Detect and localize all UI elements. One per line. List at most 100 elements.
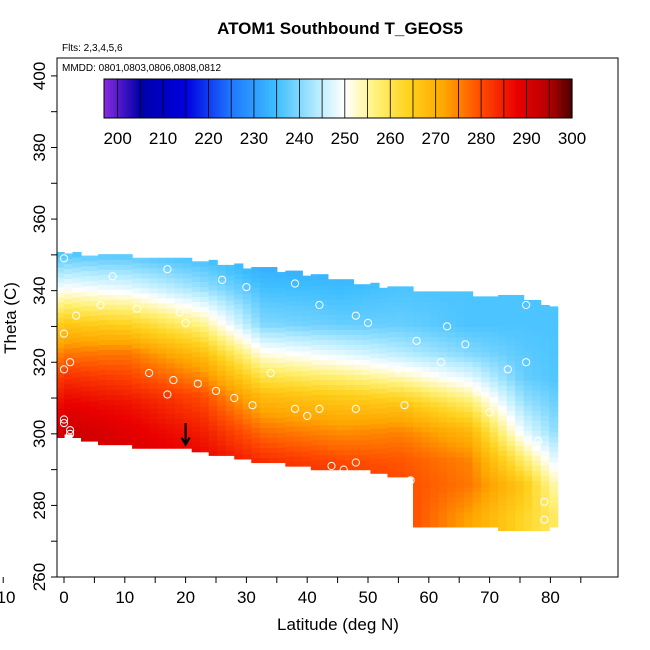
heatmap-cell <box>344 329 355 335</box>
heatmap-cell <box>549 391 559 398</box>
heatmap-cell <box>140 257 150 264</box>
colorbar-cell <box>188 79 191 118</box>
heatmap-cell <box>217 425 227 431</box>
heatmap-cell <box>395 436 406 443</box>
heatmap-cell <box>149 327 159 334</box>
heatmap-cell <box>455 496 465 503</box>
heatmap-cell <box>344 409 355 416</box>
heatmap-cell <box>64 368 74 375</box>
heatmap-cell <box>361 379 372 386</box>
heatmap-cell <box>98 344 108 350</box>
heatmap-cell <box>421 521 431 528</box>
heatmap-cell <box>191 296 201 302</box>
heatmap-cell <box>532 425 542 431</box>
heatmap-cell <box>412 501 423 508</box>
heatmap-cell <box>472 416 482 423</box>
heatmap-cell <box>549 401 559 408</box>
heatmap-cell <box>149 413 159 419</box>
heatmap-cell <box>115 344 125 350</box>
heatmap-cell <box>336 284 346 290</box>
heatmap-cell <box>225 269 235 276</box>
heatmap-cell <box>242 428 252 435</box>
heatmap-cell <box>200 401 210 408</box>
heatmap-cell <box>64 318 74 325</box>
colorbar-cell <box>378 79 382 118</box>
heatmap-cell <box>200 391 210 398</box>
heatmap-cell <box>515 325 525 331</box>
heatmap-cell <box>353 379 363 386</box>
heatmap-cell <box>489 486 499 493</box>
heatmap-cell <box>489 441 499 448</box>
heatmap-cell <box>361 409 372 416</box>
heatmap-cell <box>293 440 303 447</box>
heatmap-cell <box>472 451 482 458</box>
heatmap-cell <box>395 456 406 463</box>
heatmap-cell <box>276 412 286 418</box>
heatmap-cell <box>293 285 303 292</box>
observation-point <box>163 390 172 399</box>
heatmap-cell <box>13 381 22 387</box>
heatmap-cell <box>430 441 440 448</box>
heatmap-cell <box>395 406 406 413</box>
y-tick-label: 280 <box>30 491 49 519</box>
colorbar-cell <box>476 79 480 118</box>
heatmap-cell <box>251 312 261 318</box>
heatmap-cell <box>30 261 39 267</box>
heatmap-cell <box>166 403 176 409</box>
heatmap-cell <box>412 521 423 528</box>
heatmap-cell <box>310 329 320 335</box>
heatmap-cell <box>200 276 210 282</box>
heatmap-cell <box>310 294 320 300</box>
heatmap-cell <box>0 379 5 385</box>
heatmap-cell <box>523 360 533 366</box>
heatmap-cell <box>242 283 252 290</box>
heatmap-cell <box>498 405 508 411</box>
heatmap-cell <box>13 431 22 437</box>
colorbar-cell <box>387 79 391 118</box>
heatmap-cell <box>395 316 406 323</box>
heatmap-cell <box>489 376 499 383</box>
heatmap-cell <box>98 389 108 396</box>
heatmap-cell <box>404 346 414 353</box>
heatmap-cell <box>81 315 91 322</box>
heatmap-cell <box>183 292 193 299</box>
heatmap-cell <box>310 464 320 471</box>
heatmap-cell <box>234 428 244 435</box>
colorbar-cell <box>303 79 307 118</box>
heatmap-cell <box>455 466 465 473</box>
heatmap-cell <box>38 392 47 398</box>
colorbar-cell <box>147 79 151 118</box>
heatmap-cell <box>472 506 482 513</box>
heatmap-cell <box>464 506 474 513</box>
heatmap-cell <box>387 346 397 353</box>
heatmap-cell <box>464 386 474 393</box>
heatmap-cell <box>166 342 176 349</box>
heatmap-cell <box>259 457 269 464</box>
heatmap-cell <box>106 259 116 265</box>
heatmap-cell <box>200 426 210 433</box>
heatmap-cell <box>455 386 465 393</box>
heatmap-cell <box>540 450 550 456</box>
heatmap-cell <box>412 381 423 388</box>
heatmap-cell <box>515 520 525 527</box>
heatmap-cell <box>174 398 184 404</box>
heatmap-cell <box>421 426 431 433</box>
heatmap-cell <box>370 317 380 324</box>
colorbar-cell <box>485 79 489 118</box>
colorbar-cell <box>562 79 566 118</box>
heatmap-cell <box>506 510 516 517</box>
heatmap-cell <box>72 312 82 318</box>
heatmap-cell <box>157 388 167 394</box>
heatmap-cell <box>506 340 516 346</box>
heatmap-cell <box>489 341 499 348</box>
heatmap-cell <box>438 506 448 513</box>
heatmap-cell <box>498 525 508 532</box>
heatmap-cell <box>515 490 525 496</box>
heatmap-cell <box>149 332 159 339</box>
heatmap-cell <box>293 335 303 342</box>
heatmap-cell <box>13 421 22 427</box>
heatmap-cell <box>149 297 159 304</box>
heatmap-cell <box>157 362 167 369</box>
heatmap-cell <box>549 441 559 448</box>
colorbar-cell <box>183 79 187 118</box>
